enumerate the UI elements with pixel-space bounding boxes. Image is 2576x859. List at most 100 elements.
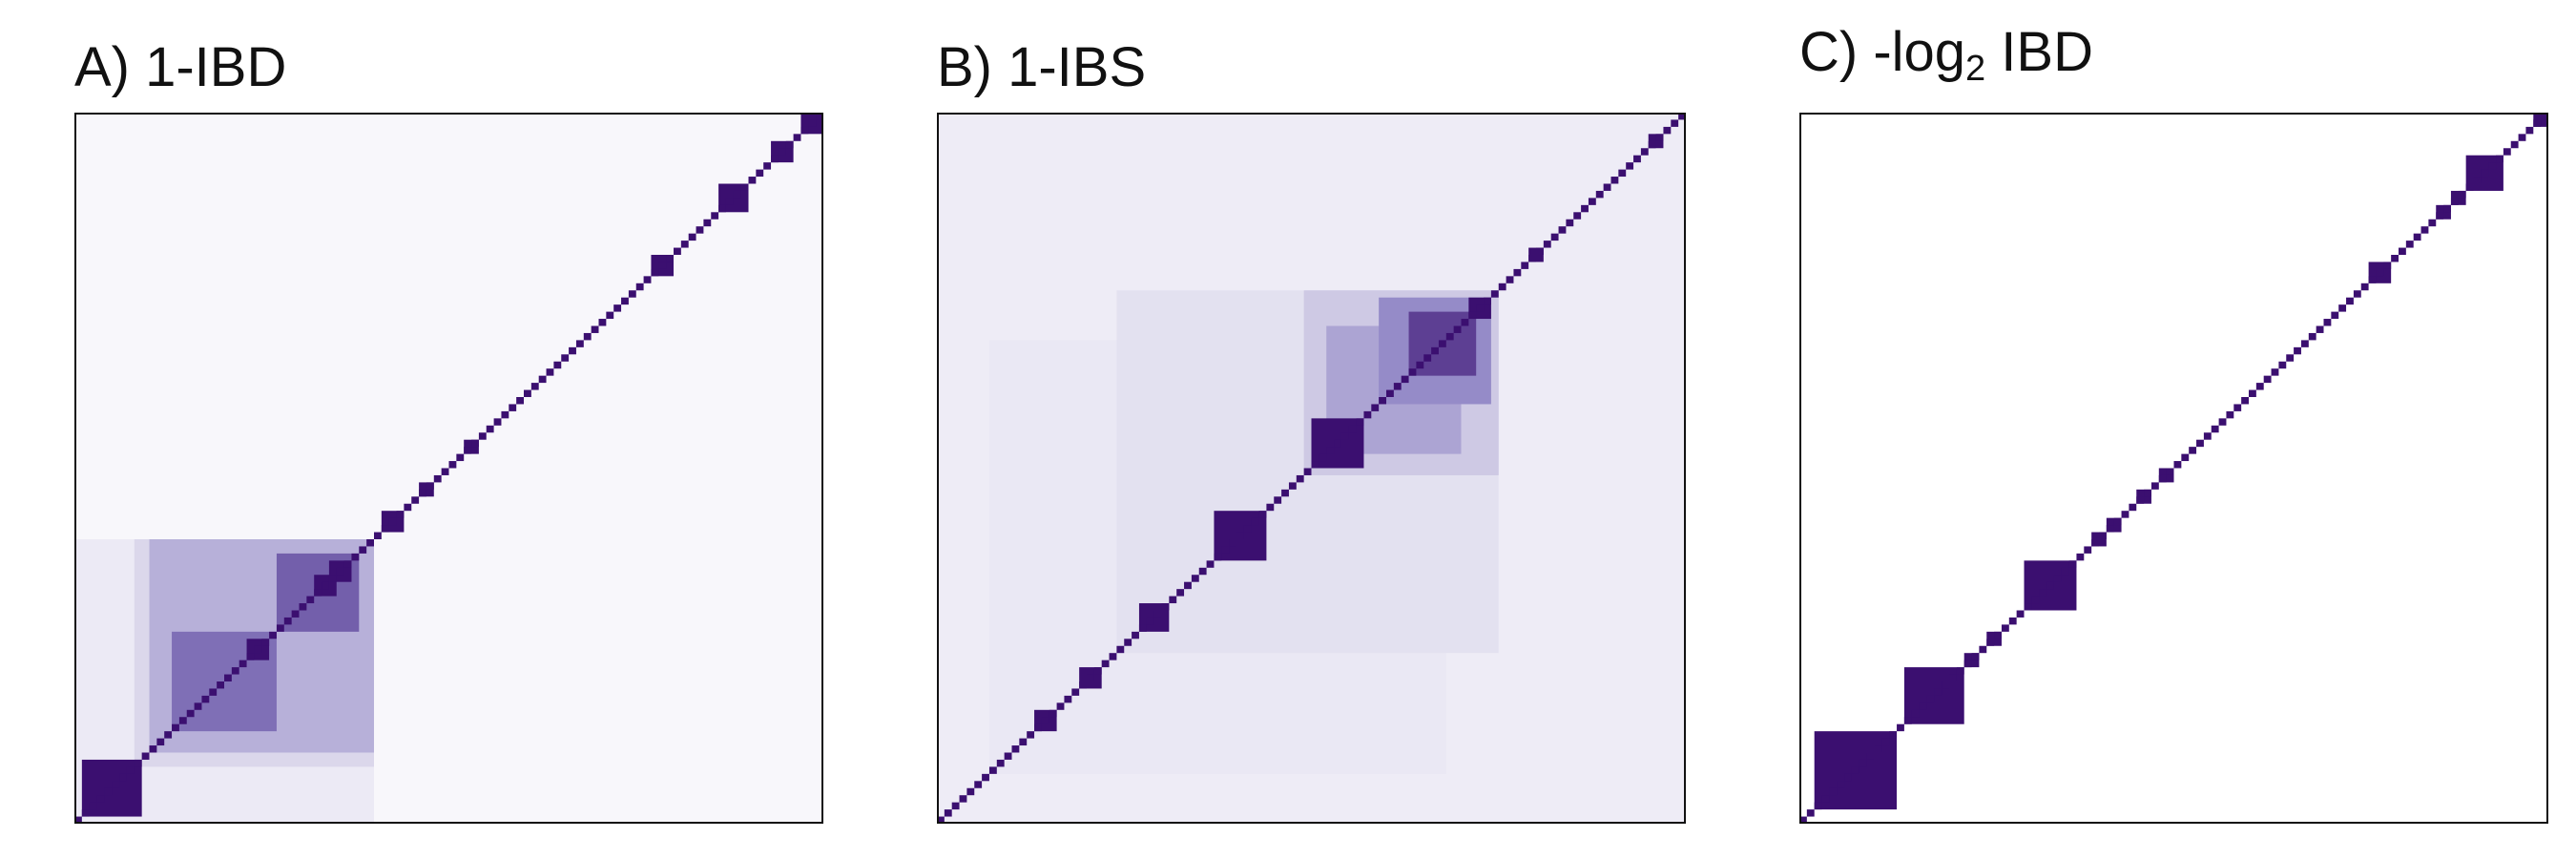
heatmap-diagonal-cell (1588, 198, 1596, 205)
heatmap-diagonal-cell (141, 752, 150, 760)
heatmap-diagonal-cell (1468, 311, 1477, 320)
heatmap-diagonal-cell (1416, 361, 1424, 369)
heatmap-diagonal-cell (1814, 802, 1822, 810)
heatmap-diagonal-cell (1513, 268, 1522, 277)
heatmap-diagonal-cell (381, 525, 389, 533)
heatmap-diagonal-cell (1229, 539, 1236, 547)
heatmap-diagonal-cell (1837, 781, 1845, 788)
heatmap-diagonal-cell (1011, 745, 1020, 753)
heatmap-diagonal-cell (1423, 354, 1432, 362)
heatmap-diagonal-cell (530, 383, 539, 390)
heatmap-diagonal-cell (448, 461, 457, 469)
heatmap-diagonal-cell (261, 639, 270, 646)
heatmap-diagonal-cell (2196, 439, 2204, 448)
heatmap-diagonal-cell (126, 766, 135, 774)
heatmap-diagonal-cell (2413, 233, 2421, 241)
heatmap-diagonal-cell (2113, 517, 2122, 526)
heatmap-diagonal-cell (217, 681, 224, 689)
heatmap-diagonal-cell (2525, 126, 2534, 135)
heatmap-diagonal-cell (2024, 603, 2032, 611)
panel-c-title: C) -log2 IBD (1799, 25, 2093, 88)
heatmap-diagonal-cell (2166, 468, 2174, 475)
heatmap-diagonal-cell (666, 255, 674, 262)
heatmap-diagonal-cell (1956, 667, 1964, 675)
heatmap-diagonal-cell (651, 268, 659, 277)
heatmap-diagonal-cell (493, 418, 502, 426)
heatmap-diagonal-cell (2203, 432, 2212, 440)
heatmap-diagonal-cell (1004, 752, 1012, 760)
heatmap-diagonal-cell (1087, 674, 1094, 681)
heatmap-diagonal-cell (2106, 525, 2114, 533)
heatmap-diagonal-cell (680, 241, 689, 248)
heatmap-diagonal-cell (388, 517, 397, 526)
heatmap-diagonal-cell (328, 575, 337, 582)
heatmap-diagonal-cell (164, 731, 173, 739)
heatmap-diagonal-cell (2129, 503, 2137, 512)
heatmap-diagonal-cell (703, 219, 712, 227)
heatmap-diagonal-cell (2376, 268, 2384, 277)
heatmap-diagonal-cell (1401, 375, 1409, 384)
heatmap-diagonal-cell (944, 809, 952, 817)
heatmap-diagonal-cell (1258, 511, 1267, 518)
heatmap-diagonal-cell (1027, 731, 1035, 739)
heatmap-diagonal-cell (1963, 660, 1972, 668)
heatmap-diagonal-cell (186, 709, 195, 718)
heatmap-diagonal-cell (937, 816, 945, 824)
heatmap-diagonal-cell (2346, 297, 2354, 305)
heatmap-diagonal-cell (1453, 325, 1462, 333)
heatmap-diagonal-cell (1251, 517, 1259, 526)
heatmap-diagonal-cell (711, 212, 719, 220)
heatmap-diagonal-cell (1311, 461, 1319, 469)
heatmap-diagonal-cell (1626, 162, 1634, 170)
heatmap-diagonal-cell (1266, 503, 1275, 512)
heatmap-diagonal-cell (1903, 717, 1912, 724)
heatmap-diagonal-cell (763, 162, 772, 170)
heatmap-diagonal-cell (351, 553, 360, 561)
heatmap-diagonal-cell (433, 474, 442, 483)
heatmap-diagonal-cell (538, 375, 547, 384)
heatmap-diagonal-cell (598, 319, 607, 326)
heatmap-diagonal-cell (231, 667, 239, 675)
heatmap-diagonal-cell (464, 447, 472, 454)
heatmap-diagonal-cell (1138, 624, 1147, 632)
heatmap-diagonal-cell (201, 695, 210, 703)
heatmap-diagonal-cell (2510, 140, 2519, 149)
heatmap-diagonal-cell (1191, 575, 1199, 582)
heatmap-diagonal-cell (404, 503, 412, 512)
heatmap-diagonal-cell (2465, 183, 2474, 191)
heatmap-diagonal-cell (2263, 375, 2272, 384)
heatmap-diagonal-cell (748, 177, 757, 184)
heatmap-diagonal-cell (2076, 553, 2085, 561)
heatmap-diagonal-cell (2294, 346, 2301, 355)
heatmap-diagonal-cell (269, 631, 277, 639)
heatmap-diagonal-cell (974, 781, 983, 788)
heatmap-diagonal-cell (988, 766, 997, 774)
heatmap-diagonal-cell (1363, 410, 1372, 419)
heatmap-diagonal-cell (374, 532, 382, 539)
heatmap-diagonal-cell (996, 759, 1005, 767)
heatmap-diagonal-cell (1281, 489, 1289, 497)
heatmap-diagonal-cell (2189, 447, 2197, 454)
heatmap-diagonal-cell (426, 482, 434, 490)
heatmap-diagonal-cell (2420, 226, 2429, 234)
heatmap-diagonal-cell (96, 795, 105, 803)
heatmap-diagonal-cell (112, 781, 120, 788)
heatmap-svg (74, 113, 823, 824)
heatmap-diagonal-cell (246, 653, 255, 660)
heatmap-diagonal-cell (89, 802, 97, 810)
heatmap-diagonal-cell (224, 674, 232, 681)
heatmap-diagonal-cell (1573, 212, 1582, 220)
heatmap-diagonal-cell (2158, 474, 2167, 483)
heatmap-diagonal-cell (1581, 204, 1589, 213)
heatmap-diagonal-cell (1821, 795, 1830, 803)
heatmap-diagonal-cell (1633, 155, 1641, 163)
heatmap-diagonal-cell (2450, 198, 2459, 205)
heatmap-frame (1799, 113, 2548, 824)
heatmap-diagonal-cell (2518, 134, 2526, 141)
heatmap-diagonal-cell (1041, 717, 1049, 724)
heatmap-diagonal-cell (1064, 695, 1072, 703)
heatmap-diagonal-cell (635, 283, 644, 291)
heatmap-diagonal-cell (359, 546, 367, 554)
heatmap-diagonal-cell (119, 773, 127, 782)
heatmap-diagonal-cell (2405, 241, 2414, 248)
